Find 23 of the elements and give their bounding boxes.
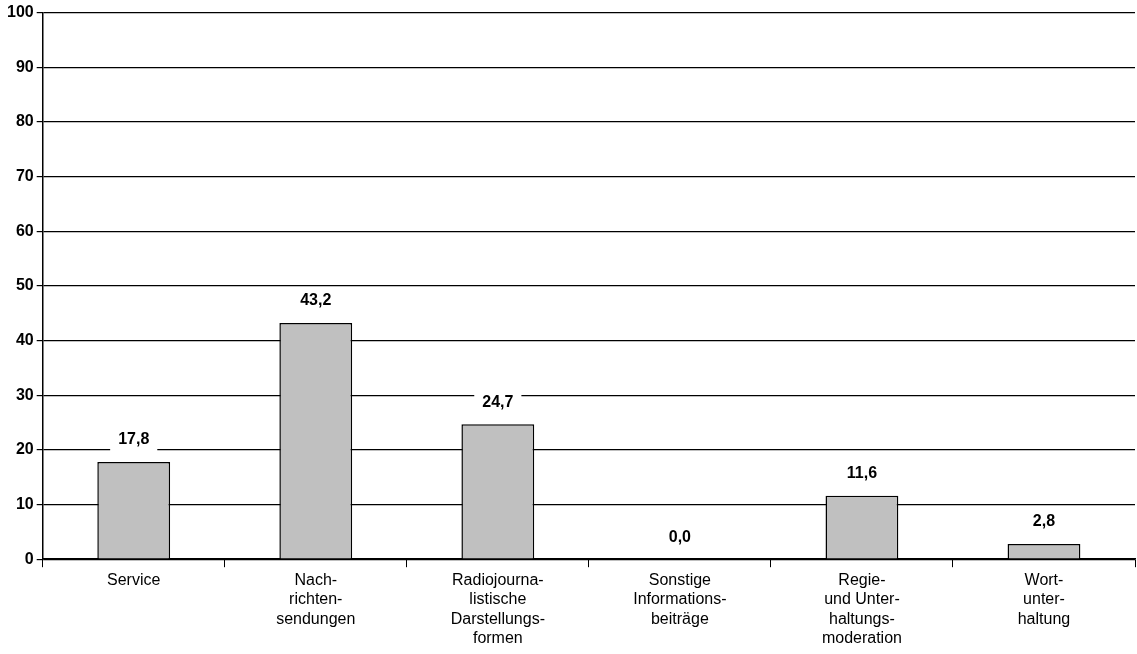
- y-tick-label: 70: [15, 166, 34, 184]
- y-tick-label: 0: [24, 549, 34, 567]
- x-tick-label: Nach- richten- sendungen: [276, 571, 356, 627]
- y-tick-label: 30: [15, 385, 34, 403]
- x-tick-label: Wort- unter- haltung: [1017, 571, 1071, 627]
- y-tick-label: 90: [15, 57, 34, 75]
- y-tick-label: 80: [15, 112, 34, 130]
- y-tick-label: 40: [15, 330, 34, 348]
- y-tick-label: 50: [15, 276, 34, 294]
- data-label: 24,7: [482, 392, 514, 410]
- x-tick-label: Regie- und Unter- haltungs- moderation: [821, 571, 902, 646]
- data-label: 11,6: [846, 464, 878, 482]
- y-tick-label: 60: [15, 221, 34, 239]
- data-label: 0,0: [668, 527, 692, 545]
- x-tick-label: Service: [107, 571, 161, 589]
- y-tick-label: 100: [6, 3, 34, 21]
- y-tick-label: 10: [15, 494, 34, 512]
- x-tick-label: Radiojourna- listische Darstellungs- formen: [450, 571, 545, 646]
- data-label: 43,2: [300, 291, 332, 309]
- data-label: 17,8: [118, 430, 150, 448]
- y-tick-label: 20: [15, 440, 34, 458]
- x-tick-label: Sonstige Informations- beiträge: [633, 571, 727, 627]
- data-label: 2,8: [1032, 512, 1056, 530]
